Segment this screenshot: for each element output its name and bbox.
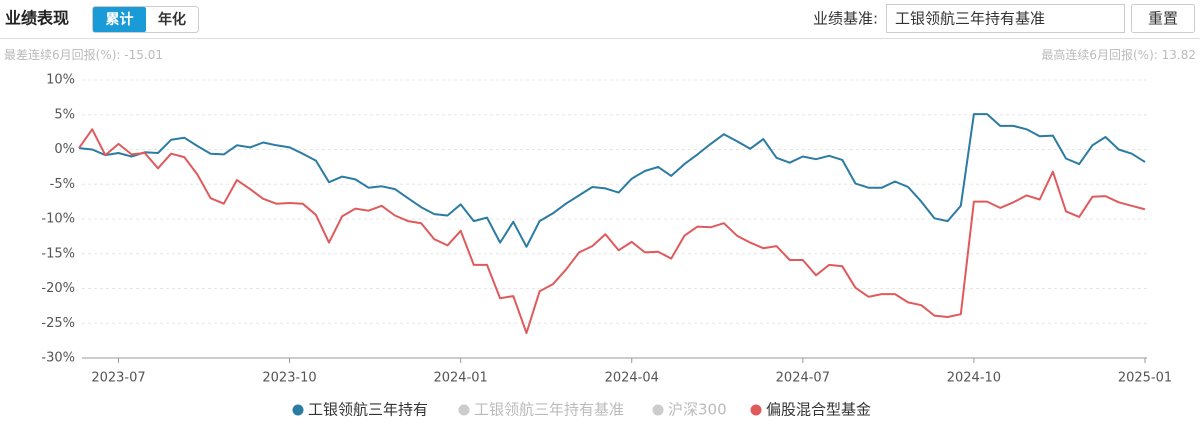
legend-label[interactable]: 工银领航三年持有基准 [474, 401, 624, 419]
legend-marker [750, 404, 762, 416]
x-tick-label: 2023-10 [262, 371, 316, 386]
tab[interactable]: 年化 [158, 11, 186, 28]
series-line [78, 113, 1146, 248]
x-tick-label: 2025-01 [1118, 371, 1172, 386]
y-tick-label: -10% [41, 212, 75, 227]
benchmark-input[interactable] [886, 4, 1125, 33]
legend-label[interactable]: 工银领航三年持有 [308, 401, 428, 419]
worst-value: -15.01 [124, 48, 163, 62]
y-tick-label: -5% [50, 177, 75, 192]
y-tick-label: 10% [46, 73, 75, 88]
best-label: 最高连续6月回报(%): [1041, 47, 1157, 62]
tab-active[interactable] [93, 7, 146, 32]
best-value: 13.82 [1162, 48, 1196, 62]
y-tick-label: -25% [41, 316, 75, 331]
y-tick-label: 0% [54, 142, 75, 157]
x-tick-label: 2024-10 [947, 371, 1001, 386]
benchmark-value[interactable]: 工银领航三年持有基准 [895, 10, 1045, 28]
worst-label: 最差连续6月回报(%): [4, 47, 120, 62]
legend-marker [652, 404, 664, 416]
x-tick-label: 2023-07 [91, 371, 145, 386]
tab[interactable]: 累计 [106, 11, 134, 28]
x-tick-label: 2024-07 [776, 371, 830, 386]
y-tick-label: -15% [41, 246, 75, 261]
benchmark-label: 业绩基准: [813, 10, 878, 28]
legend-marker [458, 404, 470, 416]
title: 业绩表现 [5, 9, 69, 28]
legend-label[interactable]: 沪深300 [668, 401, 727, 419]
worst-label: 最差连续6月回报(%): -15.01 [4, 47, 163, 62]
y-tick-label: -20% [41, 281, 75, 296]
best-label: 最高连续6月回报(%): 13.82 [1041, 47, 1196, 62]
y-tick-label: 5% [54, 107, 75, 122]
x-tick-label: 2024-04 [605, 371, 659, 386]
y-tick-label: -30% [41, 351, 75, 366]
legend-label[interactable]: 偏股混合型基金 [766, 401, 871, 419]
series-line [78, 128, 1146, 334]
legend-marker [292, 404, 304, 416]
reset-button[interactable] [1131, 4, 1195, 33]
legend: 工银领航三年持有 工银领航三年持有基准 沪深300 偏股混合型基金 [292, 401, 871, 419]
reset-label[interactable]: 重置 [1148, 10, 1178, 28]
x-tick-label: 2024-01 [433, 371, 487, 386]
